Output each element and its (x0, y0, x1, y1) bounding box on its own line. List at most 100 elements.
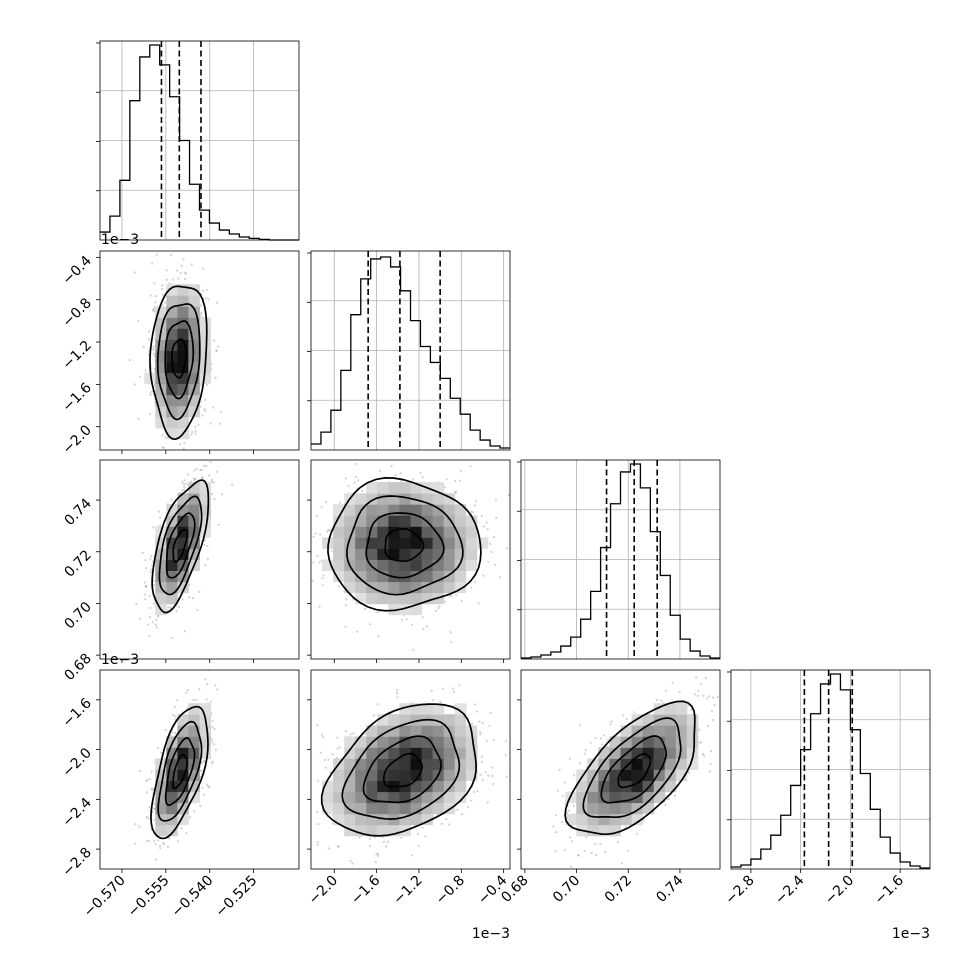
scatter-point (194, 425, 197, 428)
density-cell (177, 504, 189, 516)
density-cell (399, 515, 411, 527)
density-cell (155, 559, 167, 571)
scatter-point (151, 621, 154, 624)
scatter-point (197, 423, 200, 426)
scatter-point (376, 854, 379, 857)
density-cell (188, 339, 200, 351)
density-cell (155, 405, 167, 418)
scatter-point (321, 577, 324, 580)
density-cell (377, 526, 389, 538)
density-cell (366, 493, 378, 505)
contour-level-3 (149, 285, 208, 441)
scatter-point (159, 751, 163, 754)
scatter-point (473, 581, 476, 584)
scatter-point (205, 288, 208, 292)
density-cell (188, 537, 200, 549)
scatter-point (304, 760, 306, 762)
scatter-point (171, 731, 174, 734)
scatter-point (198, 453, 200, 455)
scatter-point (469, 510, 473, 513)
scatter-point (164, 728, 167, 732)
density-cell (377, 824, 389, 837)
scatter-point (199, 384, 202, 387)
scatter-point (321, 733, 324, 736)
scatter-point (328, 528, 331, 532)
scatter-point (460, 813, 464, 816)
scatter-point (170, 498, 173, 501)
scatter-point (421, 826, 424, 829)
density-cell (344, 504, 356, 516)
scatter-point (177, 277, 180, 280)
scatter-point (156, 747, 159, 750)
scatter-point (177, 606, 180, 609)
scatter-point (159, 847, 162, 850)
scatter-point (422, 628, 425, 631)
density-cell (432, 493, 445, 505)
panel-content (134, 670, 219, 861)
scatter-point (181, 598, 184, 601)
scatter-point (330, 549, 333, 553)
density-cell (377, 714, 389, 726)
scatter-point (206, 383, 209, 386)
panel-frame (99, 669, 300, 870)
density-cell (355, 780, 367, 793)
scatter-point (316, 843, 319, 846)
density-cell (333, 791, 345, 804)
scatter-point (211, 726, 214, 729)
scatter-point (180, 453, 182, 455)
scatter-point (214, 376, 217, 379)
density-cell (377, 791, 389, 804)
density-cell (166, 769, 178, 781)
density-cell (377, 780, 389, 793)
density-cell (344, 537, 356, 549)
density-cell (410, 548, 422, 560)
scatter-point (351, 862, 354, 865)
density-cell (166, 427, 178, 440)
density-cell (177, 328, 189, 340)
panel-frame (310, 459, 511, 660)
scatter-point (202, 464, 205, 467)
scatter-point (307, 814, 309, 816)
scatter-point (444, 600, 447, 603)
panel-1-3 (304, 669, 511, 873)
scatter-point (148, 330, 151, 333)
density-cell (399, 548, 411, 560)
scatter-point (153, 308, 156, 311)
panel-content (128, 253, 223, 455)
scatter-point (195, 467, 198, 470)
contour-level-2 (156, 303, 201, 421)
scatter-point (152, 348, 155, 351)
density-cell (155, 802, 167, 815)
scatter-point (405, 618, 408, 621)
scatter-point (182, 258, 185, 261)
density-cell (188, 548, 200, 560)
density-cell (399, 559, 411, 571)
density-cell (454, 526, 467, 538)
density-cell (355, 802, 367, 815)
scatter-point (373, 836, 376, 839)
scatter-point (203, 408, 206, 411)
scatter-point (154, 843, 157, 846)
density-cell (177, 295, 189, 307)
scatter-point (145, 779, 148, 783)
density-cell (355, 515, 367, 527)
density-cell (188, 306, 200, 318)
density-cell (443, 581, 456, 594)
scatter-point (314, 532, 317, 535)
scatter-point (171, 713, 174, 717)
scatter-point (193, 810, 196, 813)
density-cell (388, 603, 400, 616)
scatter-point (336, 845, 339, 848)
scatter-point (473, 504, 477, 507)
scatter-point (165, 278, 168, 281)
scatter-point (311, 579, 314, 582)
density-cell (199, 504, 211, 516)
density-cell (177, 570, 189, 583)
scatter-point (149, 294, 152, 297)
density-cell (322, 780, 334, 793)
density-cell (377, 758, 389, 770)
scatter-point (326, 530, 329, 533)
scatter-point (327, 529, 330, 532)
scatter-point (152, 602, 156, 605)
scatter-point (327, 847, 330, 850)
